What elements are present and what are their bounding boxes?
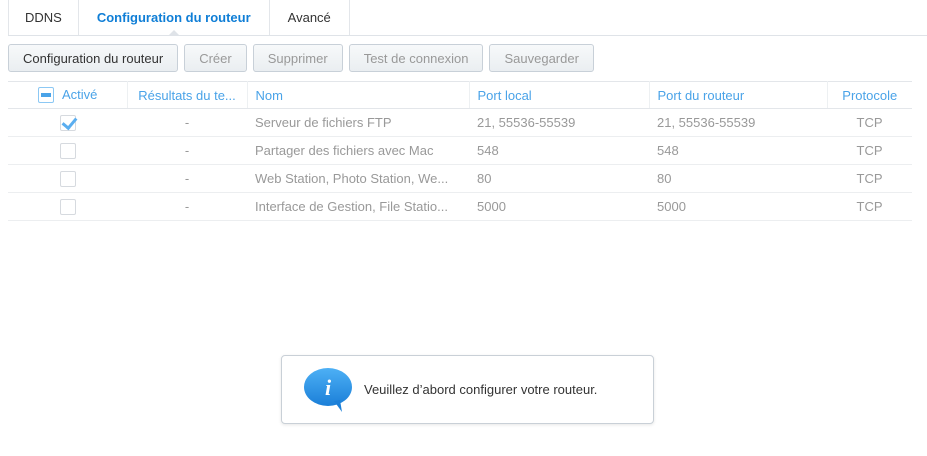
select-all-checkbox[interactable] [38,87,54,104]
enabled-checkbox[interactable] [59,114,76,131]
header-results[interactable]: Résultats du te... [127,81,248,109]
result-cell: - [127,164,247,193]
router-port-cell: 5000 [649,192,827,221]
header-protocol[interactable]: Protocole [827,81,912,109]
info-message: i Veuillez d’abord configurer votre rout… [281,355,654,424]
table-row[interactable]: - Serveur de fichiers FTP 21, 55536-5553… [8,108,912,137]
router-config-button[interactable]: Configuration du routeur [8,44,179,72]
enabled-cell [8,108,127,137]
header-enabled[interactable]: Activé [8,81,128,109]
router-port-cell: 21, 55536-55539 [649,108,827,137]
enabled-cell [8,164,127,193]
enabled-checkbox[interactable] [59,198,76,215]
create-button[interactable]: Créer [184,44,247,72]
tab-router-config[interactable]: Configuration du routeur [79,0,270,36]
info-icon: i [304,367,352,412]
result-cell: - [127,192,247,221]
table-row[interactable]: - Interface de Gestion, File Statio... 5… [8,192,912,221]
result-cell: - [127,108,247,137]
enabled-checkbox[interactable] [59,170,76,187]
toolbar: Configuration du routeur Créer Supprimer… [8,44,594,72]
enabled-checkbox[interactable] [59,142,76,159]
protocol-cell: TCP [827,108,912,137]
port-forwarding-table: Activé Résultats du te... Nom Port local… [8,81,912,221]
header-name[interactable]: Nom [247,81,470,109]
table-row[interactable]: - Partager des fichiers avec Mac 548 548… [8,136,912,165]
delete-button[interactable]: Supprimer [252,44,343,72]
enabled-cell [8,192,127,221]
header-local-port[interactable]: Port local [469,81,650,109]
local-port-cell: 21, 55536-55539 [469,108,649,137]
enabled-cell [8,136,127,165]
router-port-cell: 548 [649,136,827,165]
protocol-cell: TCP [827,164,912,193]
info-message-text: Veuillez d’abord configurer votre routeu… [364,382,598,397]
tab-bar: DDNS Configuration du routeur Avancé [8,0,927,36]
protocol-cell: TCP [827,136,912,165]
name-cell: Interface de Gestion, File Statio... [247,192,469,221]
name-cell: Serveur de fichiers FTP [247,108,469,137]
result-cell: - [127,136,247,165]
save-button[interactable]: Sauvegarder [489,44,594,72]
svg-text:i: i [325,375,332,400]
protocol-cell: TCP [827,192,912,221]
header-router-port[interactable]: Port du routeur [649,81,828,109]
router-port-cell: 80 [649,164,827,193]
name-cell: Partager des fichiers avec Mac [247,136,469,165]
local-port-cell: 5000 [469,192,649,221]
tab-advanced[interactable]: Avancé [270,0,350,35]
name-cell: Web Station, Photo Station, We... [247,164,469,193]
local-port-cell: 80 [469,164,649,193]
test-connection-button[interactable]: Test de connexion [348,44,484,72]
table-row[interactable]: - Web Station, Photo Station, We... 80 8… [8,164,912,193]
local-port-cell: 548 [469,136,649,165]
tab-ddns[interactable]: DDNS [8,0,79,35]
